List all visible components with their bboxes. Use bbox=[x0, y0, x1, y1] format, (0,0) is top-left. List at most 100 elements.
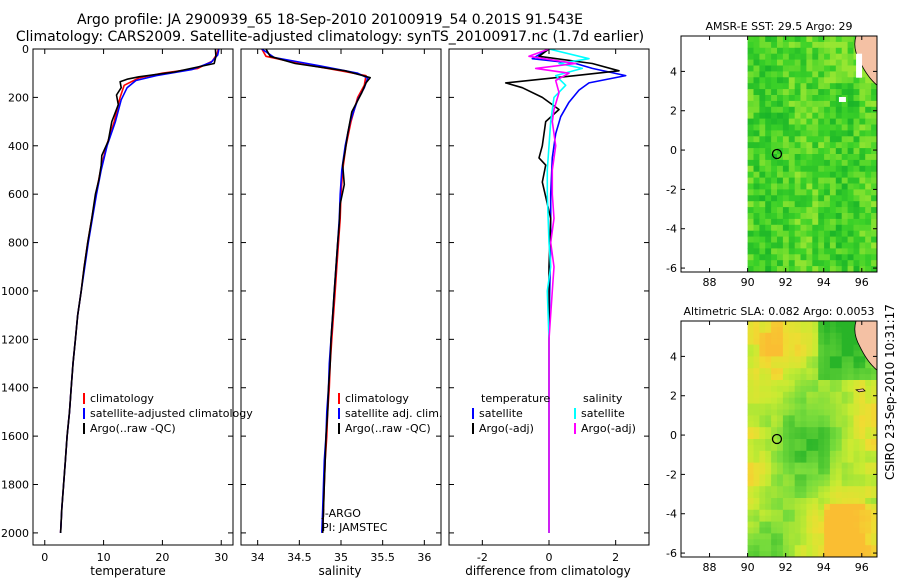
sst-map-cell bbox=[800, 207, 807, 214]
sst-map-cell bbox=[853, 106, 860, 114]
sst-map-cell bbox=[777, 242, 784, 249]
sla-map-cell bbox=[853, 385, 860, 393]
sst-map-cell bbox=[841, 148, 849, 155]
sst-map-cell bbox=[794, 171, 802, 179]
sst-map-cell bbox=[777, 41, 784, 49]
sla-map-cell bbox=[747, 539, 755, 546]
sla-map-cell bbox=[859, 444, 866, 452]
sst-map-cell bbox=[747, 177, 755, 185]
sla-map-cell bbox=[829, 498, 837, 505]
sla-map-cell bbox=[765, 427, 772, 434]
sst-map-cell bbox=[788, 65, 796, 72]
sst-map-cell bbox=[859, 189, 866, 196]
sla-map-cell bbox=[788, 415, 796, 422]
sst-map-cell bbox=[871, 171, 877, 179]
sst-map-cell bbox=[859, 248, 866, 255]
sst-map-cell bbox=[847, 260, 855, 267]
sla-map-cell bbox=[841, 545, 849, 552]
difference-legend-label-1-1: Argo(-adj) bbox=[581, 422, 636, 435]
sst-map-cell bbox=[782, 242, 790, 249]
sst-map-cell bbox=[865, 177, 872, 185]
sst-map-cell bbox=[835, 53, 843, 61]
sla-map-cell bbox=[835, 539, 843, 546]
sla-map-cell bbox=[829, 492, 837, 499]
sla-map-cell bbox=[829, 533, 837, 540]
sst-map-cell bbox=[824, 59, 831, 67]
sst-map-cell bbox=[765, 59, 772, 67]
sst-map-cell bbox=[794, 142, 802, 149]
sla-map-cell bbox=[824, 450, 831, 458]
sla-map-cell bbox=[835, 498, 843, 505]
sla-map-cell bbox=[747, 521, 755, 529]
sla-map-cell bbox=[765, 515, 772, 523]
sst-map-cell bbox=[777, 248, 784, 255]
sst-map-cell bbox=[835, 159, 843, 167]
sst-map-cell bbox=[771, 41, 778, 49]
sst-map-cell bbox=[812, 100, 819, 108]
sla-map-cell bbox=[871, 527, 877, 534]
sla-map-cell bbox=[859, 397, 866, 405]
sla-map-cell bbox=[806, 474, 813, 481]
sla-map-cell bbox=[765, 498, 772, 505]
sla-map-cell bbox=[812, 350, 819, 357]
sla-map-cell bbox=[829, 509, 837, 517]
sla-map-cell bbox=[794, 456, 802, 464]
sst-map-cell bbox=[806, 242, 813, 249]
sla-map-cell bbox=[800, 385, 807, 393]
sla-map-cell bbox=[835, 321, 843, 328]
sst-map-cell bbox=[753, 124, 760, 131]
sla-map-cell bbox=[818, 439, 825, 446]
sla-map-cell bbox=[794, 492, 802, 499]
sst-map-cell bbox=[747, 183, 755, 190]
sla-map-cell bbox=[829, 503, 837, 511]
sla-map-cell bbox=[777, 545, 784, 552]
sst-map-cell bbox=[788, 254, 796, 261]
sla-map-cell bbox=[853, 362, 860, 369]
sst-map-frame bbox=[680, 35, 878, 273]
sla-map-cell bbox=[753, 492, 760, 499]
sla-map-cell bbox=[829, 326, 837, 334]
sst-map-cell bbox=[859, 218, 866, 226]
sla-map-cell bbox=[818, 468, 825, 475]
sst-map-cell bbox=[771, 112, 778, 120]
sla-map-cell bbox=[853, 391, 860, 399]
sla-map-cell bbox=[800, 344, 807, 352]
sst-map-cell bbox=[747, 159, 755, 167]
sst-map-cell bbox=[759, 260, 766, 267]
sla-map-cell bbox=[841, 527, 849, 534]
sst-map-cell bbox=[759, 266, 766, 272]
sla-map-cell bbox=[771, 545, 778, 552]
sst-map-cell bbox=[747, 218, 755, 226]
sla-map-cell bbox=[788, 356, 796, 363]
sst-map-cell bbox=[782, 218, 790, 226]
sla-map-cell bbox=[765, 332, 772, 340]
sst-map-cell bbox=[788, 77, 796, 84]
sla-map-ytick-label-3: -2 bbox=[666, 468, 677, 481]
sla-map-cell bbox=[800, 503, 807, 511]
sst-map-cell bbox=[788, 41, 796, 49]
sst-map-cell bbox=[871, 83, 877, 90]
sla-map-cell bbox=[765, 509, 772, 517]
sla-map-cell bbox=[782, 515, 790, 523]
sst-map-cell bbox=[824, 142, 831, 149]
sla-map-cell bbox=[859, 539, 866, 546]
sst-map-cell bbox=[818, 100, 825, 108]
sst-map-cell bbox=[824, 266, 831, 272]
sst-map-cell bbox=[865, 136, 872, 143]
sst-map-cell bbox=[765, 159, 772, 167]
sla-map-cell bbox=[788, 368, 796, 375]
sla-map-cell bbox=[812, 515, 819, 523]
sla-map-cell bbox=[800, 527, 807, 534]
sla-map-cell bbox=[859, 433, 866, 440]
sla-map-cell bbox=[824, 492, 831, 499]
sla-map-cell bbox=[794, 385, 802, 393]
sst-map-cell bbox=[835, 124, 843, 131]
sla-map-cell bbox=[853, 515, 860, 523]
sst-map-cell bbox=[794, 242, 802, 249]
sst-map-cell bbox=[835, 136, 843, 143]
sla-map-cell bbox=[771, 444, 778, 452]
sla-map-cell bbox=[800, 450, 807, 458]
sla-map-cell bbox=[818, 509, 825, 517]
sla-map-cell bbox=[777, 450, 784, 458]
sst-map-cell bbox=[788, 266, 796, 272]
